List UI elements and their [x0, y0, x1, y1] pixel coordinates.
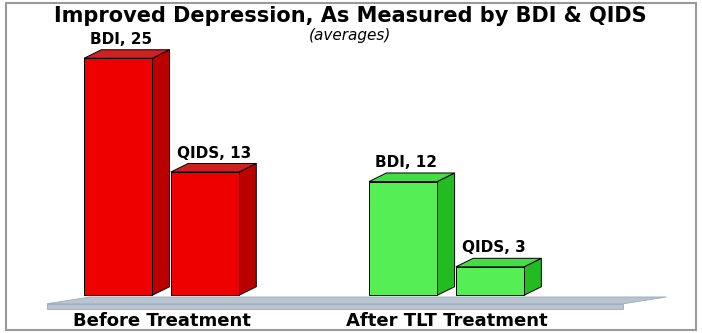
- Text: BDI, 12: BDI, 12: [376, 155, 437, 170]
- Polygon shape: [456, 267, 524, 295]
- Polygon shape: [456, 258, 541, 267]
- Polygon shape: [47, 297, 666, 304]
- Polygon shape: [524, 258, 541, 295]
- Text: After TLT Treatment: After TLT Treatment: [345, 312, 548, 330]
- Text: BDI, 25: BDI, 25: [91, 32, 152, 47]
- Polygon shape: [84, 58, 152, 295]
- Polygon shape: [369, 173, 455, 181]
- Text: QIDS, 3: QIDS, 3: [462, 240, 526, 255]
- Text: (averages): (averages): [310, 28, 392, 43]
- Text: Improved Depression, As Measured by BDI & QIDS: Improved Depression, As Measured by BDI …: [54, 6, 647, 26]
- Polygon shape: [84, 50, 170, 58]
- Polygon shape: [47, 304, 623, 309]
- Polygon shape: [239, 164, 256, 295]
- Polygon shape: [171, 164, 256, 172]
- Text: QIDS, 13: QIDS, 13: [177, 146, 251, 161]
- Polygon shape: [437, 173, 455, 295]
- Text: Before Treatment: Before Treatment: [72, 312, 251, 330]
- Polygon shape: [171, 172, 239, 295]
- Polygon shape: [369, 181, 437, 295]
- Polygon shape: [152, 50, 170, 295]
